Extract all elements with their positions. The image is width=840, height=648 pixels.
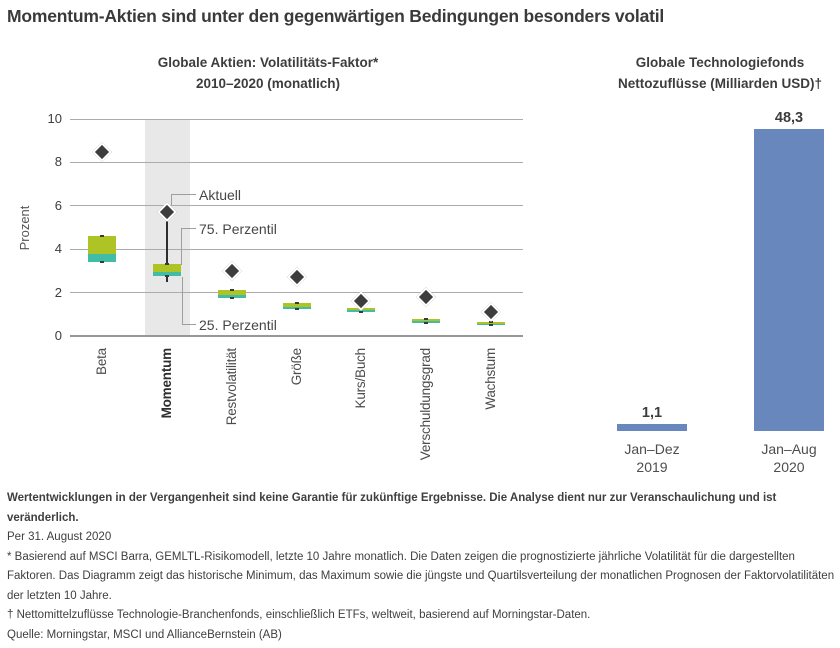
- x-category-label: Größe: [288, 348, 304, 386]
- box-tick-top: [229, 289, 234, 292]
- x-category-label: Kurs/Buch: [353, 348, 369, 409]
- box-tick-bottom: [423, 321, 428, 324]
- y-tick-label: 10: [47, 111, 62, 126]
- box-upper-quartile: [217, 290, 246, 295]
- bar-category-label: Jan–Dez: [624, 441, 680, 457]
- footer-source: Quelle: Morningstar, MSCI und AllianceBe…: [7, 628, 282, 641]
- box-lower-quartile: [411, 320, 440, 323]
- box-lower-quartile: [347, 309, 376, 313]
- box-tick-bottom: [165, 275, 170, 278]
- y-tick-label: 8: [54, 154, 62, 170]
- left-chart-title-line1: Globale Aktien: Volatilitäts-Faktor*: [157, 55, 379, 70]
- box-tick-top: [165, 263, 170, 266]
- box-tick-bottom: [488, 324, 493, 327]
- right-chart-title-line2: Nettozuflüsse (Milliarden USD)†: [617, 76, 823, 91]
- right-chart-title-line1: Globale Technologiefonds: [635, 55, 805, 70]
- x-category-label: Momentum: [159, 348, 175, 419]
- footer: Wertentwicklungen in der Vergangenheit s…: [7, 489, 840, 645]
- box-tick-bottom: [229, 297, 234, 300]
- box-tick-top: [423, 317, 428, 320]
- bar-category-label: Jan–Aug: [761, 441, 817, 457]
- x-category-label: Verschuldungsgrad: [417, 348, 433, 461]
- p75-callout-line-h: [181, 228, 196, 229]
- momentum-whisker: [166, 217, 169, 282]
- bar-category-label: 2020: [773, 459, 805, 475]
- gridline-y2: [70, 292, 523, 294]
- bar-value-label: 1,1: [641, 405, 663, 422]
- box-tick-bottom: [100, 261, 105, 264]
- footer-footnote-star: * Basierend auf MSCI Barra, GEMLTL-Risik…: [7, 550, 835, 602]
- box-tick-top: [294, 302, 299, 305]
- gridline-y0: [70, 335, 523, 337]
- aktuell-callout-line-h: [171, 194, 196, 195]
- box-upper-quartile: [88, 236, 117, 254]
- y-tick-label: 0: [54, 328, 62, 343]
- box-lower-quartile: [88, 253, 117, 263]
- x-category-label: Wachstum: [482, 348, 498, 410]
- right-chart-title: Globale Technologiefonds Nettozuflüsse (…: [600, 52, 840, 94]
- box-upper-quartile: [282, 303, 311, 307]
- footer-disclaimer: Wertentwicklungen in der Vergangenheit s…: [7, 492, 777, 524]
- annotation-aktuell: Aktuell: [199, 187, 242, 203]
- left-chart-title-line2: 2010–2020 (monatlich): [195, 76, 341, 91]
- gridline-y4: [70, 248, 523, 250]
- annotation-25-perzentil: 25. Perzentil: [199, 317, 277, 333]
- x-category-label: Restvolatilität: [223, 348, 239, 426]
- box-lower-quartile: [217, 294, 246, 299]
- annotation-75-perzentil: 75. Perzentil: [199, 221, 277, 237]
- box-upper-quartile: [411, 318, 440, 321]
- bar: [754, 129, 824, 431]
- gridline-y10: [70, 118, 523, 120]
- x-category-label: Beta: [94, 348, 110, 375]
- footer-footnote-dagger: † Nettomittelzuflüsse Technologie-Branch…: [7, 609, 591, 621]
- aktuell-diamond: [416, 287, 436, 307]
- bar: [617, 424, 687, 431]
- p25-callout-line-h: [182, 324, 196, 325]
- box-lower-quartile: [153, 271, 182, 277]
- p25-callout-line-v: [182, 277, 183, 325]
- page-title: Momentum-Aktien sind unter den gegenwärt…: [7, 6, 665, 26]
- p75-callout-line-v: [181, 228, 182, 265]
- aktuell-callout-line-v: [171, 194, 172, 205]
- y-tick-label: 2: [54, 284, 62, 300]
- bar-value-label: 48,3: [774, 110, 804, 126]
- box-lower-quartile: [282, 306, 311, 309]
- box-tick-bottom: [359, 311, 364, 314]
- bar-category-label: 2019: [636, 459, 668, 475]
- y-tick-label: 4: [54, 241, 62, 257]
- y-tick-label: 6: [54, 197, 62, 213]
- box-upper-quartile: [153, 264, 182, 272]
- aktuell-diamond: [221, 260, 242, 281]
- footer-as-of-date: Per 31. August 2020: [7, 531, 112, 543]
- gridline-y6: [70, 205, 523, 207]
- box-tick-top: [100, 235, 105, 238]
- aktuell-diamond: [286, 267, 307, 288]
- aktuell-diamond: [92, 141, 113, 162]
- gridline-y8: [70, 161, 523, 163]
- box-tick-bottom: [294, 307, 299, 310]
- left-chart-title: Globale Aktien: Volatilitäts-Faktor* 201…: [70, 52, 466, 94]
- aktuell-diamond: [480, 302, 501, 323]
